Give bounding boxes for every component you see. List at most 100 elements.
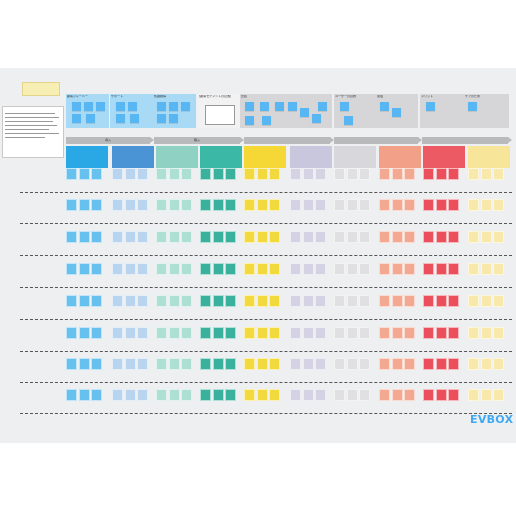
sticky-cell[interactable]: [181, 327, 192, 339]
sticky-cell[interactable]: [379, 358, 390, 370]
sticky-cell[interactable]: [334, 231, 345, 243]
sticky-cell[interactable]: [137, 168, 148, 180]
sticky-cell[interactable]: [137, 389, 148, 401]
sticky-cell[interactable]: [269, 389, 280, 401]
sticky-cell[interactable]: [290, 295, 301, 307]
sticky-cell[interactable]: [346, 231, 358, 243]
sticky-note[interactable]: [312, 114, 321, 123]
sticky-note[interactable]: [340, 102, 349, 111]
sticky-cell[interactable]: [200, 199, 211, 211]
sticky-note[interactable]: [344, 116, 353, 125]
sticky-cell[interactable]: [359, 358, 370, 370]
sticky-cell[interactable]: [78, 295, 90, 307]
sticky-cell[interactable]: [244, 358, 255, 370]
sticky-cell[interactable]: [124, 327, 136, 339]
sticky-cell[interactable]: [244, 327, 255, 339]
sticky-cell[interactable]: [391, 358, 403, 370]
sticky-note[interactable]: [288, 102, 297, 111]
sticky-cell[interactable]: [66, 263, 77, 275]
sticky-cell[interactable]: [404, 199, 415, 211]
sticky-cell[interactable]: [66, 199, 77, 211]
sticky-cell[interactable]: [404, 295, 415, 307]
sticky-cell[interactable]: [391, 263, 403, 275]
sticky-cell[interactable]: [168, 168, 180, 180]
sticky-cell[interactable]: [212, 358, 224, 370]
sticky-cell[interactable]: [225, 231, 236, 243]
sticky-note[interactable]: [84, 102, 93, 111]
sticky-cell[interactable]: [480, 358, 492, 370]
sticky-cell[interactable]: [359, 327, 370, 339]
sticky-cell[interactable]: [91, 295, 102, 307]
sticky-cell[interactable]: [181, 389, 192, 401]
sticky-cell[interactable]: [66, 358, 77, 370]
sticky-cell[interactable]: [124, 295, 136, 307]
sticky-cell[interactable]: [290, 263, 301, 275]
sticky-cell[interactable]: [334, 263, 345, 275]
sticky-cell[interactable]: [200, 295, 211, 307]
sticky-cell[interactable]: [435, 327, 447, 339]
sticky-cell[interactable]: [379, 295, 390, 307]
sticky-cell[interactable]: [91, 263, 102, 275]
sticky-cell[interactable]: [244, 199, 255, 211]
sticky-cell[interactable]: [212, 389, 224, 401]
sticky-cell[interactable]: [124, 199, 136, 211]
sticky-cell[interactable]: [493, 263, 504, 275]
sticky-note[interactable]: [157, 114, 166, 123]
sticky-cell[interactable]: [137, 231, 148, 243]
sticky-cell[interactable]: [168, 263, 180, 275]
sticky-cell[interactable]: [225, 295, 236, 307]
sticky-cell[interactable]: [225, 168, 236, 180]
sticky-cell[interactable]: [315, 231, 326, 243]
sticky-note[interactable]: [245, 102, 254, 111]
sticky-cell[interactable]: [435, 231, 447, 243]
sticky-cell[interactable]: [334, 358, 345, 370]
sticky-cell[interactable]: [346, 389, 358, 401]
segment-card[interactable]: [205, 105, 235, 125]
sticky-cell[interactable]: [269, 327, 280, 339]
sticky-cell[interactable]: [334, 295, 345, 307]
sticky-cell[interactable]: [423, 358, 434, 370]
sticky-cell[interactable]: [391, 168, 403, 180]
sticky-cell[interactable]: [212, 231, 224, 243]
sticky-cell[interactable]: [168, 389, 180, 401]
sticky-cell[interactable]: [156, 263, 167, 275]
sticky-cell[interactable]: [290, 389, 301, 401]
sticky-note[interactable]: [130, 114, 139, 123]
sticky-cell[interactable]: [435, 295, 447, 307]
sticky-cell[interactable]: [404, 263, 415, 275]
sticky-cell[interactable]: [435, 199, 447, 211]
sticky-cell[interactable]: [181, 199, 192, 211]
sticky-note[interactable]: [260, 102, 269, 111]
sticky-cell[interactable]: [290, 199, 301, 211]
sticky-cell[interactable]: [112, 168, 123, 180]
sticky-cell[interactable]: [391, 231, 403, 243]
sticky-cell[interactable]: [156, 327, 167, 339]
sticky-cell[interactable]: [359, 231, 370, 243]
sticky-cell[interactable]: [168, 327, 180, 339]
sticky-cell[interactable]: [302, 231, 314, 243]
sticky-cell[interactable]: [124, 231, 136, 243]
sticky-cell[interactable]: [269, 168, 280, 180]
sticky-cell[interactable]: [493, 389, 504, 401]
sticky-cell[interactable]: [66, 389, 77, 401]
sticky-cell[interactable]: [168, 358, 180, 370]
sticky-cell[interactable]: [334, 199, 345, 211]
sticky-cell[interactable]: [137, 327, 148, 339]
sticky-cell[interactable]: [404, 327, 415, 339]
sticky-cell[interactable]: [78, 199, 90, 211]
sticky-note[interactable]: [245, 116, 254, 125]
sticky-cell[interactable]: [124, 389, 136, 401]
sticky-cell[interactable]: [200, 168, 211, 180]
sticky-cell[interactable]: [156, 231, 167, 243]
sticky-note[interactable]: [157, 102, 166, 111]
sticky-note[interactable]: [96, 102, 105, 111]
sticky-cell[interactable]: [302, 358, 314, 370]
sticky-note[interactable]: [86, 114, 95, 123]
sticky-cell[interactable]: [256, 295, 268, 307]
sticky-cell[interactable]: [302, 327, 314, 339]
sticky-cell[interactable]: [112, 231, 123, 243]
column-header[interactable]: [112, 146, 154, 168]
sticky-cell[interactable]: [78, 231, 90, 243]
sticky-cell[interactable]: [435, 168, 447, 180]
sticky-cell[interactable]: [269, 263, 280, 275]
